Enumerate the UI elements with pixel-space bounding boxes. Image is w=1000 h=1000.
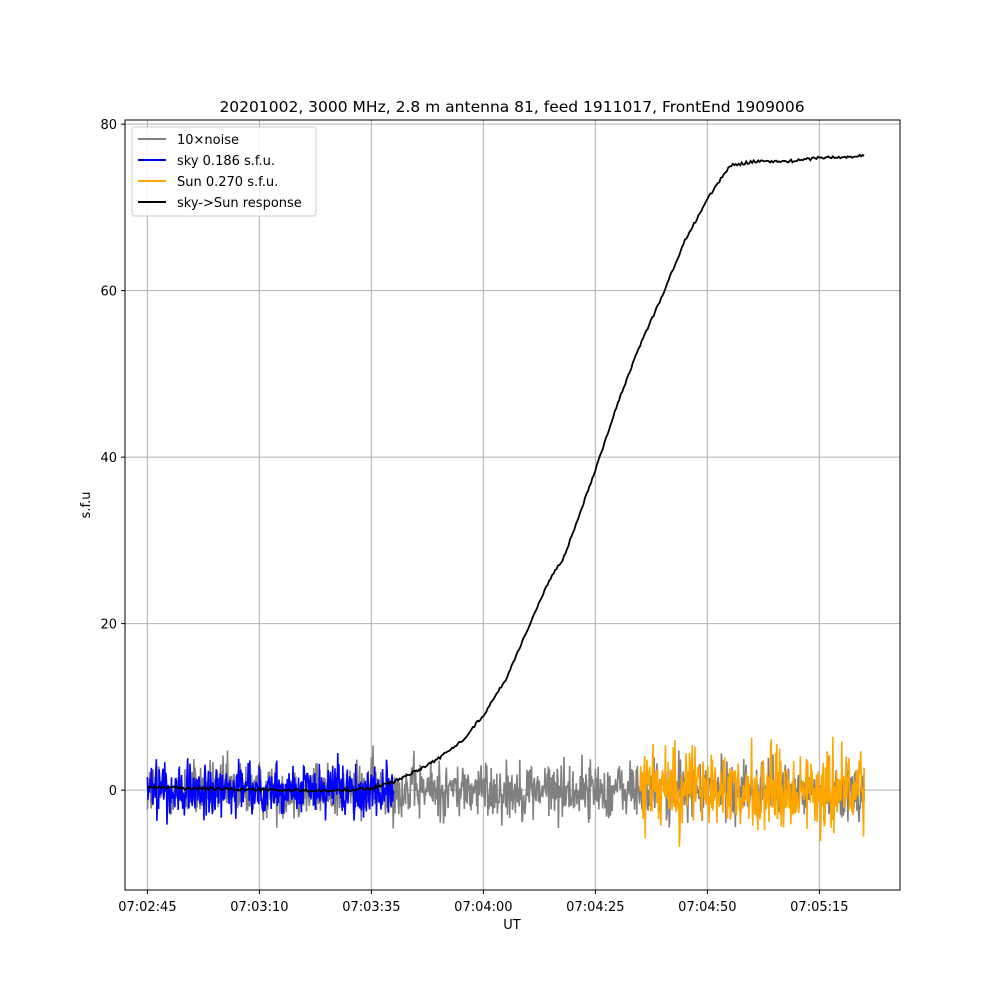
chart-title: 20201002, 3000 MHz, 2.8 m antenna 81, fe… xyxy=(219,98,804,116)
legend: 10×noise sky 0.186 s.f.u. Sun 0.270 s.f.u.… xyxy=(131,126,317,217)
legend-label: sky 0.186 s.f.u. xyxy=(177,154,275,169)
plot-area xyxy=(146,153,865,847)
x-tick-label: 07:03:35 xyxy=(342,900,400,915)
x-tick-label: 07:04:00 xyxy=(454,900,512,915)
plot-frame xyxy=(124,119,901,891)
series-line-sun xyxy=(639,736,865,847)
y-tick-label: 40 xyxy=(100,451,117,466)
y-axis-ticks: 0 20 40 60 80 xyxy=(100,118,125,799)
x-axis-ticks: 07:02:45 07:03:10 07:03:35 07:04:00 07:04:25… xyxy=(118,890,849,915)
y-tick-label: 20 xyxy=(100,618,117,633)
series-line-response xyxy=(147,153,865,794)
legend-box xyxy=(131,126,317,217)
y-tick-label: 60 xyxy=(100,285,117,300)
x-tick-label: 07:02:45 xyxy=(118,900,176,915)
legend-label: Sun 0.270 s.f.u. xyxy=(177,175,278,190)
x-tick-label: 07:05:15 xyxy=(790,900,848,915)
legend-label: 10×noise xyxy=(177,133,239,148)
series-line-sky xyxy=(146,753,395,825)
x-axis-label: UT xyxy=(503,918,521,933)
legend-label: sky->Sun response xyxy=(177,196,302,211)
y-tick-label: 0 xyxy=(109,784,117,799)
x-tick-label: 07:04:25 xyxy=(566,900,624,915)
x-tick-label: 07:03:10 xyxy=(230,900,288,915)
y-tick-label: 80 xyxy=(100,118,117,133)
x-tick-label: 07:04:50 xyxy=(678,900,736,915)
y-axis-label: s.f.u xyxy=(79,492,94,519)
